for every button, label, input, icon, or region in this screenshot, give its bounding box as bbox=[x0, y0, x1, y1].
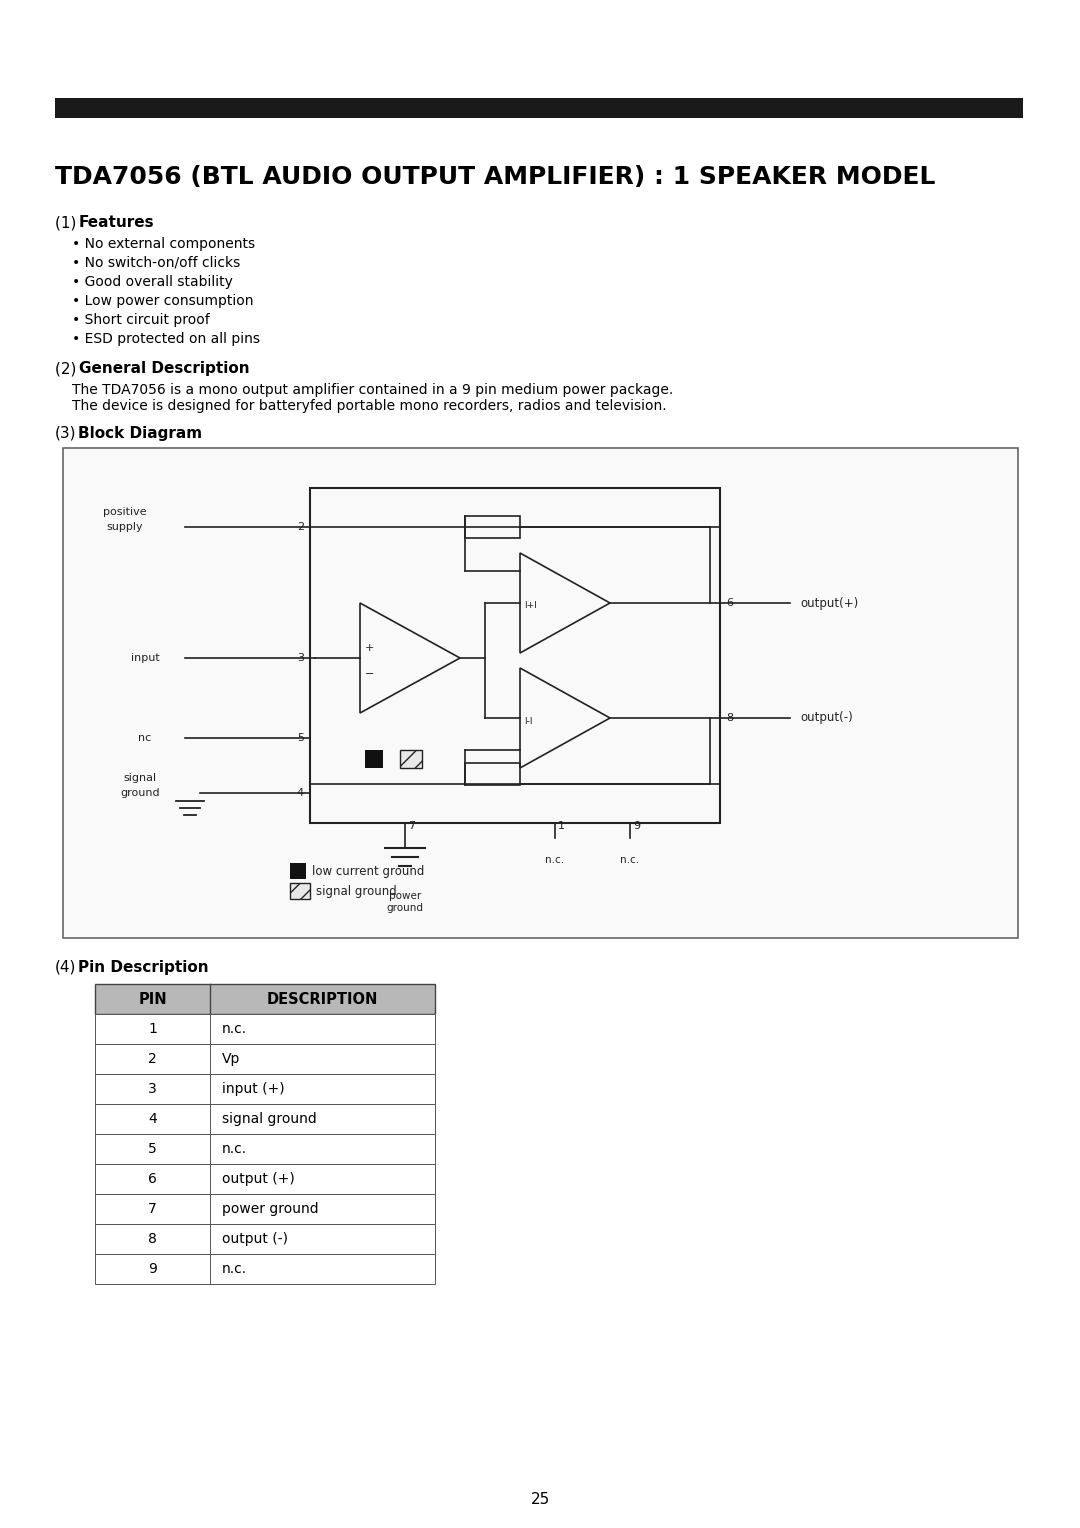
Text: • ESD protected on all pins: • ESD protected on all pins bbox=[72, 332, 260, 345]
Text: n.c.: n.c. bbox=[545, 856, 565, 865]
Text: 7: 7 bbox=[408, 821, 415, 831]
Text: ground: ground bbox=[387, 903, 423, 914]
Text: PIN: PIN bbox=[138, 992, 166, 1007]
Text: The device is designed for batteryfed portable mono recorders, radios and televi: The device is designed for batteryfed po… bbox=[72, 399, 666, 413]
Text: I-I: I-I bbox=[524, 717, 532, 726]
Text: Pin Description: Pin Description bbox=[78, 960, 208, 975]
Text: 1: 1 bbox=[558, 821, 565, 831]
Text: 9: 9 bbox=[633, 821, 640, 831]
Text: 4: 4 bbox=[297, 788, 303, 798]
Text: • Short circuit proof: • Short circuit proof bbox=[72, 313, 210, 327]
Text: −: − bbox=[365, 669, 375, 678]
Text: power ground: power ground bbox=[222, 1203, 319, 1216]
Bar bbox=[291, 863, 306, 879]
Text: General Description: General Description bbox=[79, 361, 249, 376]
Text: 6: 6 bbox=[726, 597, 733, 608]
Text: 7: 7 bbox=[148, 1203, 157, 1216]
Bar bbox=[465, 762, 519, 785]
Text: positive: positive bbox=[104, 507, 147, 516]
Text: 3: 3 bbox=[148, 1082, 157, 1096]
Text: input (+): input (+) bbox=[222, 1082, 285, 1096]
Text: (4): (4) bbox=[55, 960, 77, 975]
Text: 25: 25 bbox=[530, 1493, 550, 1508]
Text: low current ground: low current ground bbox=[312, 865, 424, 877]
Text: 8: 8 bbox=[726, 714, 733, 723]
Text: DESCRIPTION: DESCRIPTION bbox=[267, 992, 378, 1007]
Text: The TDA7056 is a mono output amplifier contained in a 9 pin medium power package: The TDA7056 is a mono output amplifier c… bbox=[72, 384, 673, 397]
Text: (2): (2) bbox=[55, 361, 81, 376]
Text: signal ground: signal ground bbox=[316, 885, 396, 897]
Text: (3): (3) bbox=[55, 426, 77, 442]
Bar bbox=[400, 750, 422, 769]
Bar bbox=[95, 1105, 435, 1134]
Text: 9: 9 bbox=[148, 1262, 157, 1276]
Text: +: + bbox=[365, 643, 375, 652]
Text: 1: 1 bbox=[148, 1022, 157, 1036]
Bar bbox=[95, 1224, 435, 1254]
Bar bbox=[95, 1044, 435, 1074]
Bar bbox=[95, 1254, 435, 1284]
Bar bbox=[95, 1193, 435, 1224]
Text: output (+): output (+) bbox=[222, 1172, 295, 1186]
Text: TDA7056 (BTL AUDIO OUTPUT AMPLIFIER) : 1 SPEAKER MODEL: TDA7056 (BTL AUDIO OUTPUT AMPLIFIER) : 1… bbox=[55, 165, 935, 189]
Text: n.c.: n.c. bbox=[620, 856, 639, 865]
Bar bbox=[63, 448, 1018, 938]
Bar bbox=[95, 1015, 435, 1044]
Text: output(+): output(+) bbox=[800, 596, 859, 610]
Text: input: input bbox=[131, 652, 160, 663]
Text: • No switch-on/off clicks: • No switch-on/off clicks bbox=[72, 257, 240, 270]
Text: ground: ground bbox=[120, 788, 160, 798]
Text: 3: 3 bbox=[297, 652, 303, 663]
Text: nc: nc bbox=[138, 733, 151, 743]
Text: 5: 5 bbox=[297, 733, 303, 743]
Text: n.c.: n.c. bbox=[222, 1262, 247, 1276]
Text: n.c.: n.c. bbox=[222, 1022, 247, 1036]
Text: power: power bbox=[389, 891, 421, 902]
Text: 8: 8 bbox=[148, 1232, 157, 1245]
Bar bbox=[55, 98, 1023, 118]
Text: Vp: Vp bbox=[222, 1051, 241, 1067]
Text: (1): (1) bbox=[55, 215, 81, 231]
Text: output(-): output(-) bbox=[800, 712, 853, 724]
Text: 4: 4 bbox=[148, 1112, 157, 1126]
Text: • Low power consumption: • Low power consumption bbox=[72, 293, 254, 309]
Text: n.c.: n.c. bbox=[222, 1141, 247, 1157]
Bar bbox=[95, 1074, 435, 1105]
Text: I+I: I+I bbox=[524, 602, 537, 611]
Text: • No external components: • No external components bbox=[72, 237, 255, 251]
Text: signal: signal bbox=[123, 773, 157, 782]
Text: Features: Features bbox=[79, 215, 154, 231]
Text: supply: supply bbox=[107, 523, 144, 532]
Text: • Good overall stability: • Good overall stability bbox=[72, 275, 233, 289]
Text: 5: 5 bbox=[148, 1141, 157, 1157]
Bar bbox=[95, 1134, 435, 1164]
Text: 6: 6 bbox=[148, 1172, 157, 1186]
Text: 2: 2 bbox=[297, 523, 303, 532]
Bar bbox=[95, 1164, 435, 1193]
Bar bbox=[310, 487, 720, 824]
Bar bbox=[291, 883, 310, 898]
Bar bbox=[365, 750, 383, 769]
Bar bbox=[465, 516, 519, 538]
Text: signal ground: signal ground bbox=[222, 1112, 316, 1126]
Bar bbox=[95, 984, 435, 1015]
Text: output (-): output (-) bbox=[222, 1232, 288, 1245]
Text: 2: 2 bbox=[148, 1051, 157, 1067]
Text: Block Diagram: Block Diagram bbox=[78, 426, 202, 442]
